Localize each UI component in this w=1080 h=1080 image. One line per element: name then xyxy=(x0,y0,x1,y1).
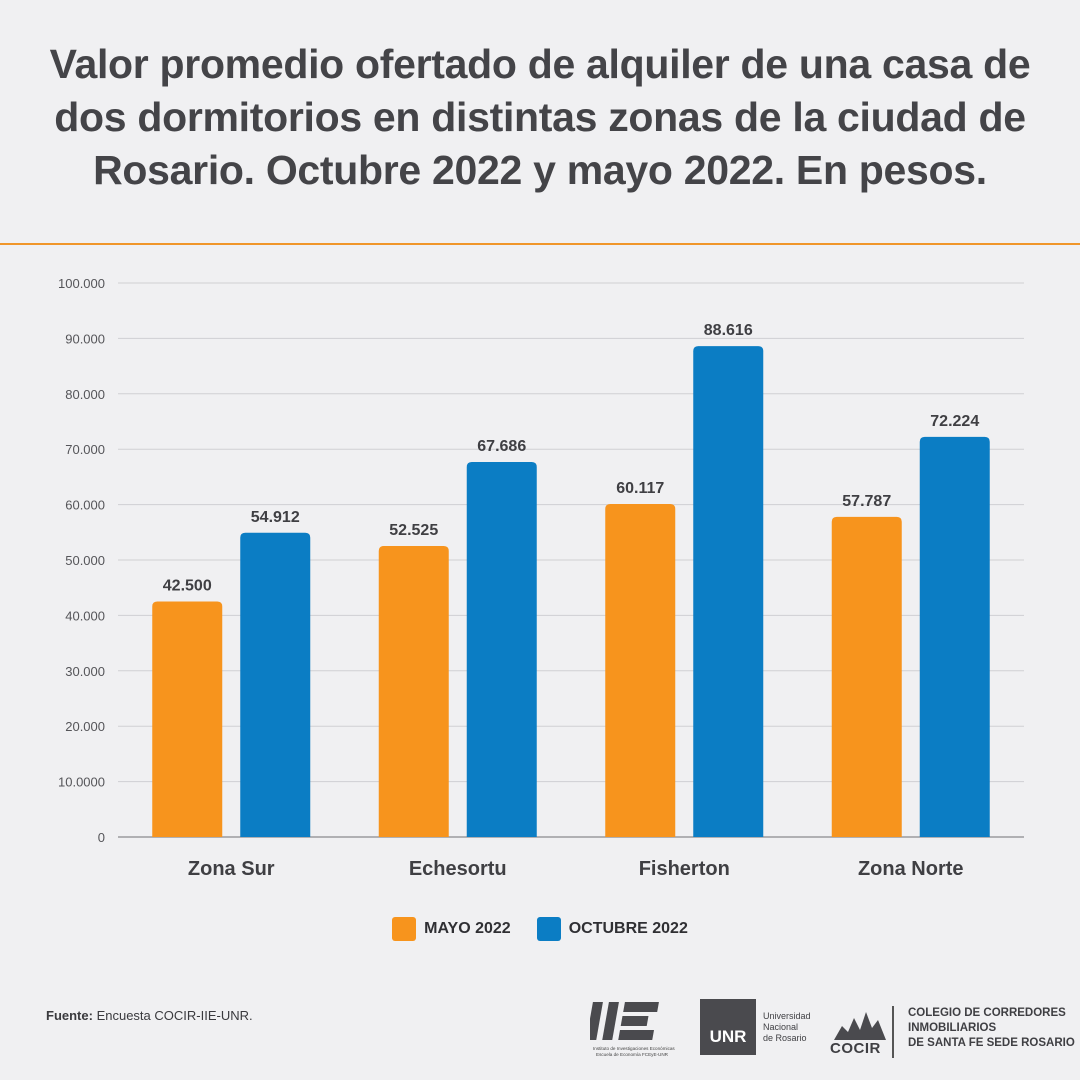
bar-value-label: 42.500 xyxy=(163,578,212,595)
bar-value-label: 72.224 xyxy=(930,413,979,430)
y-tick-label: 0 xyxy=(98,830,105,845)
bar xyxy=(919,436,990,837)
x-category-label: Fisherton xyxy=(639,858,730,880)
x-category-label: Echesortu xyxy=(409,858,507,880)
bar xyxy=(605,503,676,837)
source-note: Fuente: Encuesta COCIR-IIE-UNR. xyxy=(46,1008,253,1023)
cocir-divider xyxy=(892,1006,894,1058)
legend-swatch-octubre xyxy=(536,917,561,941)
legend-label-mayo: MAYO 2022 xyxy=(424,920,511,937)
source-text: Encuesta COCIR-IIE-UNR. xyxy=(92,1008,253,1023)
cocir-line2: INMOBILIARIOS xyxy=(908,1022,997,1034)
bar-value-label: 57.787 xyxy=(842,493,891,510)
legend-swatch-mayo xyxy=(392,917,417,941)
title-divider xyxy=(0,243,1080,245)
cocir-line1: COLEGIO DE CORREDORES xyxy=(908,1007,1066,1019)
unr-line2: Nacional xyxy=(763,1021,799,1032)
bar xyxy=(240,532,311,837)
y-tick-label: 50.000 xyxy=(65,553,105,568)
bar xyxy=(831,516,902,837)
legend-label-octubre: OCTUBRE 2022 xyxy=(568,920,688,937)
unr-logo: UNR Universidad Nacional de Rosario xyxy=(700,999,820,1055)
unr-logo-mark: UNR xyxy=(700,999,756,1055)
unr-logo-text: Universidad Nacional de Rosario xyxy=(763,1011,811,1044)
bar-chart: 0 10.0000 20.000 30.000 40.000 50.000 60.000 70… xyxy=(58,276,1024,880)
y-tick-label: 80.000 xyxy=(65,387,105,402)
y-tick-label: 90.000 xyxy=(65,331,105,346)
bar xyxy=(693,346,764,837)
unr-line3: de Rosario xyxy=(763,1032,807,1043)
title-block: Valor promedio ofertado de alquiler de u… xyxy=(40,38,1040,197)
bar-value-label: 54.912 xyxy=(251,509,300,526)
y-tick-label: 10.0000 xyxy=(58,775,105,790)
y-tick-label: 70.000 xyxy=(65,442,105,457)
x-category-label: Zona Norte xyxy=(858,858,964,880)
iie-logo: Instituto de Investigaciones Económicas … xyxy=(590,1002,675,1057)
chart-legend: MAYO 2022 OCTUBRE 2022 xyxy=(0,917,1080,941)
y-tick-label: 100.000 xyxy=(58,276,105,291)
iie-logo-line2: Escuela de Economía FCEyE-UNR xyxy=(596,1052,669,1057)
bar xyxy=(378,546,449,837)
x-category-label: Zona Sur xyxy=(188,858,275,880)
bar-value-label: 88.616 xyxy=(704,322,753,339)
chart-title: Valor promedio ofertado de alquiler de u… xyxy=(49,41,1031,193)
cocir-logo-mark: COCIR xyxy=(830,1040,881,1057)
legend-item-octubre: OCTUBRE 2022 xyxy=(536,917,688,941)
bar xyxy=(466,462,537,837)
bar-value-label: 60.117 xyxy=(616,480,664,497)
bar-value-label: 52.525 xyxy=(389,522,438,539)
bar-value-label: 67.686 xyxy=(477,438,526,455)
cocir-emblem-icon xyxy=(834,1012,886,1040)
iie-logo-line1: Instituto de Investigaciones Económicas xyxy=(593,1046,675,1051)
y-tick-label: 20.000 xyxy=(65,719,105,734)
y-tick-label: 60.000 xyxy=(65,498,105,513)
y-tick-label: 40.000 xyxy=(65,608,105,623)
cocir-logo: COCIR COLEGIO DE CORREDORES INMOBILIARIO… xyxy=(830,1002,1075,1058)
y-tick-label: 30.000 xyxy=(65,664,105,679)
source-label: Fuente: xyxy=(46,1008,93,1023)
unr-line1: Universidad xyxy=(763,1010,811,1021)
cocir-logo-text: COLEGIO DE CORREDORES INMOBILIARIOS DE S… xyxy=(908,1006,1075,1051)
bar xyxy=(152,601,223,837)
legend-item-mayo: MAYO 2022 xyxy=(392,917,511,941)
cocir-line3: DE SANTA FE SEDE ROSARIO xyxy=(908,1037,1075,1049)
